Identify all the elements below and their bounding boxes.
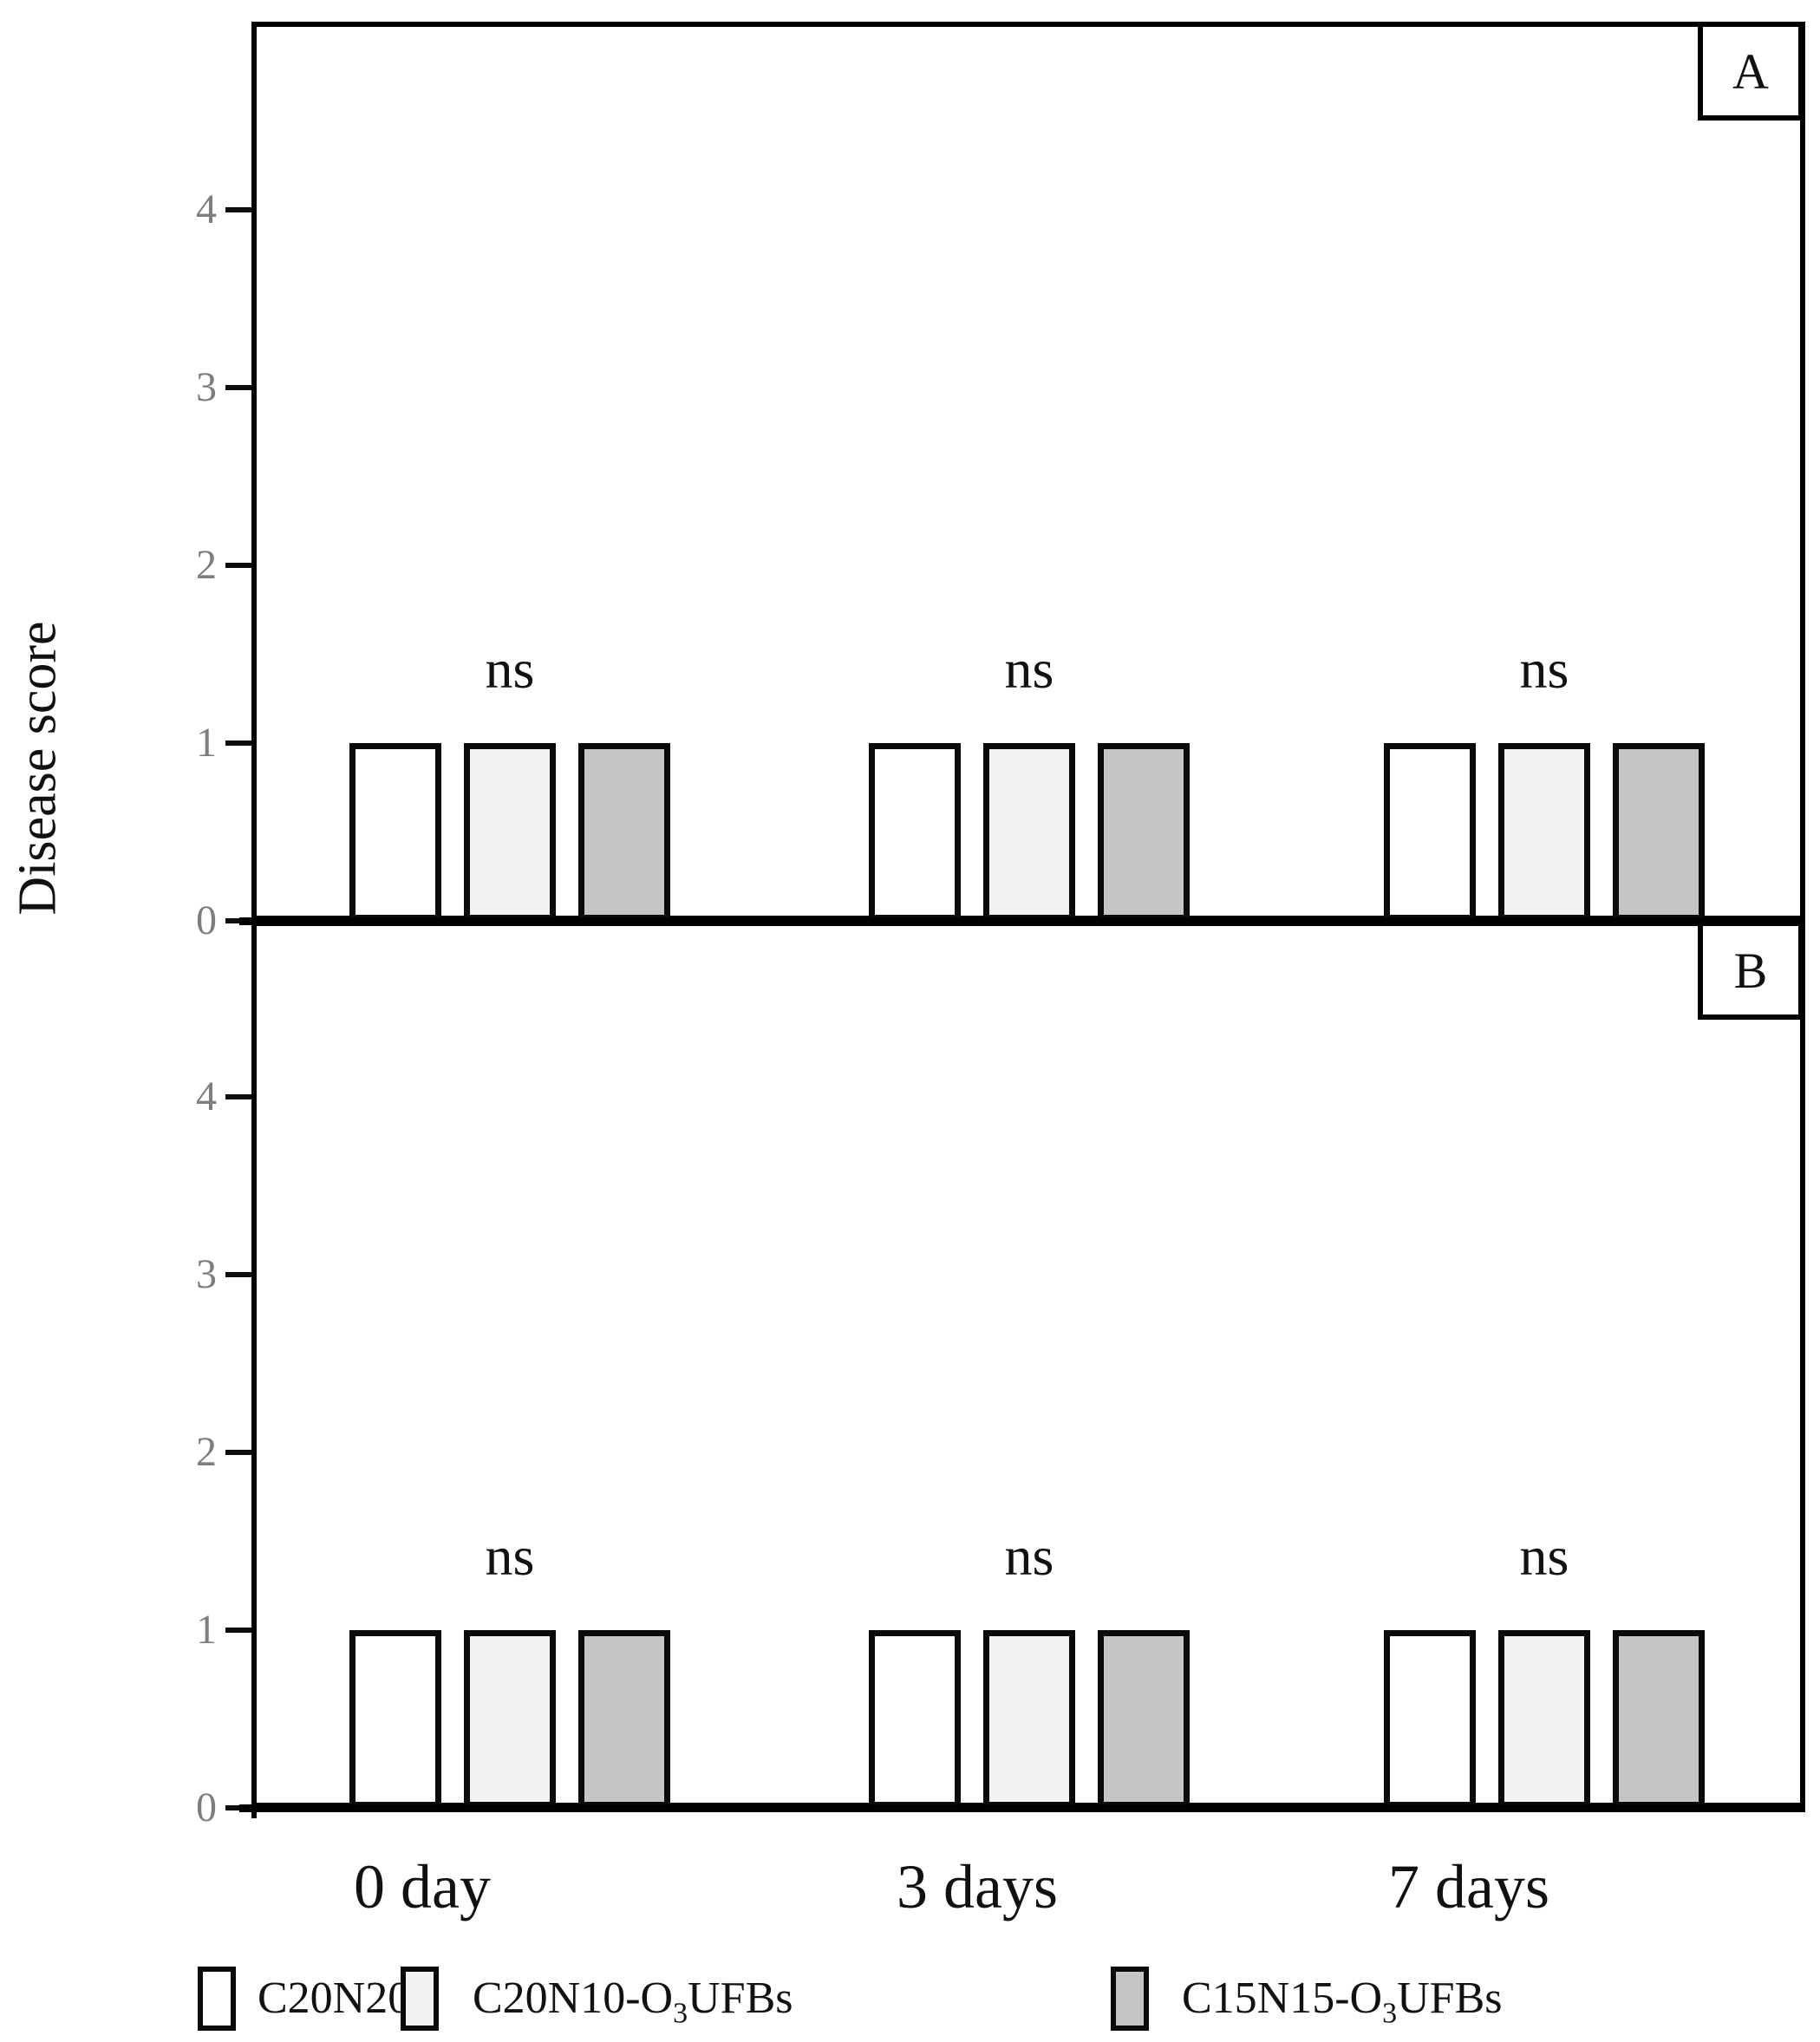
y-axis-overhang: [251, 1808, 257, 1818]
legend-swatch-0: [198, 1967, 236, 2031]
bar-panel-b-C20N20-7 days: [1384, 1630, 1476, 1808]
panel-a-ytick-2: [225, 563, 251, 568]
bar-panel-a-C20N20-0 day: [349, 743, 441, 921]
panel-b-significance-0 day: ns: [485, 1525, 535, 1587]
bar-panel-b-C15N15-O3UFBs-7 days: [1613, 1630, 1705, 1808]
bar-panel-a-C20N10-O3UFBs-3 days: [983, 743, 1075, 921]
panel-b-ytick-1: [225, 1628, 251, 1633]
legend-swatch-1: [401, 1967, 439, 2031]
panel-b-ytick-label-0: 0: [196, 1784, 217, 1830]
bar-panel-a-C20N10-O3UFBs-7 days: [1498, 743, 1590, 921]
bar-panel-b-C20N20-0 day: [349, 1630, 441, 1808]
panel-b-ytick-label-4: 4: [196, 1073, 217, 1119]
panel-b-ytick-2: [225, 1450, 251, 1455]
bar-panel-b-C20N10-O3UFBs-0 day: [464, 1630, 556, 1808]
bar-panel-a-C15N15-O3UFBs-3 days: [1098, 743, 1190, 921]
panel-a-ytick-label-4: 4: [196, 186, 217, 232]
bar-panel-a-C15N15-O3UFBs-0 day: [578, 743, 670, 921]
panel-b-ytick-4: [225, 1094, 251, 1099]
legend-label-2-subscript: 3: [1382, 1997, 1398, 2030]
x-label-7-days: 7 days: [1388, 1852, 1549, 1921]
bar-panel-b-C15N15-O3UFBs-0 day: [578, 1630, 670, 1808]
panel-b-baseline: [239, 1804, 1805, 1812]
panel-a-ytick-1: [225, 740, 251, 746]
bar-panel-a-C20N10-O3UFBs-0 day: [464, 743, 556, 921]
legend-label-1: C20N10-O3UFBs: [473, 1973, 793, 2030]
legend-label-1-subscript: 3: [673, 1997, 688, 2030]
panel-b-ytick-label-1: 1: [196, 1607, 217, 1653]
x-label-3-days: 3 days: [897, 1852, 1058, 1921]
panel-b-significance-3 days: ns: [1004, 1525, 1054, 1587]
bar-panel-a-C20N20-3 days: [869, 743, 961, 921]
legend-swatch-2: [1111, 1967, 1149, 2031]
bar-panel-b-C15N15-O3UFBs-3 days: [1098, 1630, 1190, 1808]
panel-a-label-box: A: [1698, 22, 1804, 121]
panel-b-ytick-label-2: 2: [196, 1429, 217, 1475]
x-label-0-day: 0 day: [354, 1852, 491, 1921]
panel-a-ytick-label-3: 3: [196, 364, 217, 410]
panel-b-significance-7 days: ns: [1519, 1525, 1569, 1587]
legend-label-0: C20N20: [258, 1973, 411, 2023]
panel-a-ytick-3: [225, 385, 251, 390]
panel-b-ytick-3: [225, 1272, 251, 1277]
panel-a-ytick-0: [225, 918, 251, 923]
panel-b-ytick-0: [225, 1805, 251, 1810]
legend-label-2: C15N15-O3UFBs: [1182, 1973, 1503, 2030]
panel-b-ytick-label-3: 3: [196, 1251, 217, 1297]
panel-a-ytick-4: [225, 207, 251, 212]
bar-panel-b-C20N10-O3UFBs-7 days: [1498, 1630, 1590, 1808]
bar-panel-a-C20N20-7 days: [1384, 743, 1476, 921]
panel-a-significance-0 day: ns: [485, 638, 535, 700]
panel-a-significance-3 days: ns: [1004, 638, 1054, 700]
panel-b-label-box: B: [1698, 921, 1804, 1020]
panel-a-significance-7 days: ns: [1519, 638, 1569, 700]
bar-panel-b-C20N20-3 days: [869, 1630, 961, 1808]
y-axis-title: Disease score: [8, 621, 68, 916]
panel-a-ytick-label-2: 2: [196, 542, 217, 588]
panel-a-ytick-label-1: 1: [196, 720, 217, 766]
panel-a-ytick-label-0: 0: [196, 897, 217, 943]
bar-panel-a-C15N15-O3UFBs-7 days: [1613, 743, 1705, 921]
bar-panel-b-C20N10-O3UFBs-3 days: [983, 1630, 1075, 1808]
